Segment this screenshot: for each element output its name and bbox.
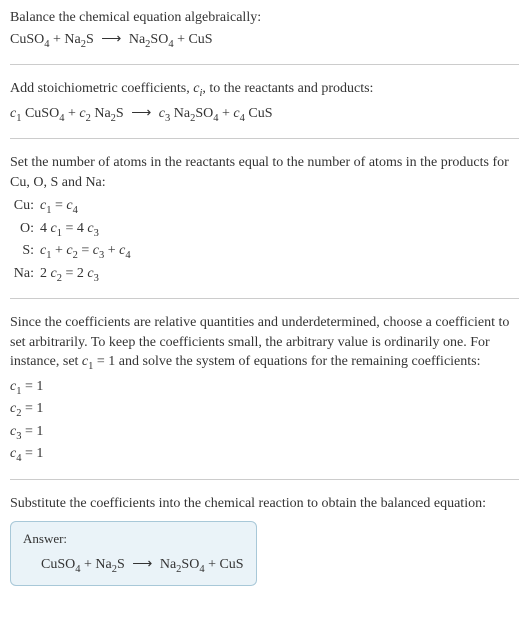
species: + CuS: [174, 32, 213, 47]
balanced-equation: CuSO4 + Na2S ⟶ Na2SO4 + CuS: [23, 555, 244, 577]
arrow-icon: ⟶: [101, 30, 121, 50]
coefficient-value: c4 = 1: [10, 444, 519, 466]
constraint-table: Cu: c1 = c4 O: 4 c1 = 4 c3 S: c1 + c2 = …: [10, 196, 519, 286]
element-label: O:: [10, 219, 40, 239]
constraint-row: O: 4 c1 = 4 c3: [10, 219, 519, 241]
constraint-equation: c1 = c4: [40, 196, 519, 218]
element-label: Na:: [10, 264, 40, 284]
coefficient-value: c1 = 1: [10, 377, 519, 399]
species: S: [86, 32, 94, 47]
instruction-text: Set the number of atoms in the reactants…: [10, 153, 519, 192]
species: SO: [150, 32, 168, 47]
section-balance-prompt: Balance the chemical equation algebraica…: [10, 8, 519, 65]
section-answer: Substitute the coefficients into the che…: [10, 494, 519, 586]
constraint-equation: 4 c1 = 4 c3: [40, 219, 519, 241]
answer-label: Answer:: [23, 530, 244, 548]
instruction-text: Add stoichiometric coefficients, ci, to …: [10, 79, 519, 101]
section-solve: Since the coefficients are relative quan…: [10, 313, 519, 480]
arrow-icon: ⟶: [132, 555, 152, 575]
constraint-equation: c1 + c2 = c3 + c4: [40, 241, 519, 263]
species: CuSO: [41, 557, 75, 572]
instruction-text: Substitute the coefficients into the che…: [10, 494, 519, 514]
instruction-text: Since the coefficients are relative quan…: [10, 313, 519, 375]
species: Na: [129, 32, 145, 47]
unbalanced-equation: CuSO4 + Na2S ⟶ Na2SO4 + CuS: [10, 30, 519, 52]
coefficient-equation: c1 CuSO4 + c2 Na2S ⟶ c3 Na2SO4 + c4 CuS: [10, 104, 519, 126]
constraint-equation: 2 c2 = 2 c3: [40, 264, 519, 286]
section-add-coefficients: Add stoichiometric coefficients, ci, to …: [10, 79, 519, 139]
prompt-text: Balance the chemical equation algebraica…: [10, 8, 519, 28]
species: + Na: [49, 32, 80, 47]
coefficient-value: c2 = 1: [10, 399, 519, 421]
arrow-icon: ⟶: [131, 104, 151, 124]
section-atom-constraints: Set the number of atoms in the reactants…: [10, 153, 519, 299]
constraint-row: S: c1 + c2 = c3 + c4: [10, 241, 519, 263]
element-label: Cu:: [10, 196, 40, 216]
answer-box: Answer: CuSO4 + Na2S ⟶ Na2SO4 + CuS: [10, 521, 257, 586]
coefficient-list: c1 = 1 c2 = 1 c3 = 1 c4 = 1: [10, 377, 519, 467]
constraint-row: Na: 2 c2 = 2 c3: [10, 264, 519, 286]
species: CuSO: [10, 32, 44, 47]
constraint-row: Cu: c1 = c4: [10, 196, 519, 218]
coefficient-value: c3 = 1: [10, 422, 519, 444]
element-label: S:: [10, 241, 40, 261]
